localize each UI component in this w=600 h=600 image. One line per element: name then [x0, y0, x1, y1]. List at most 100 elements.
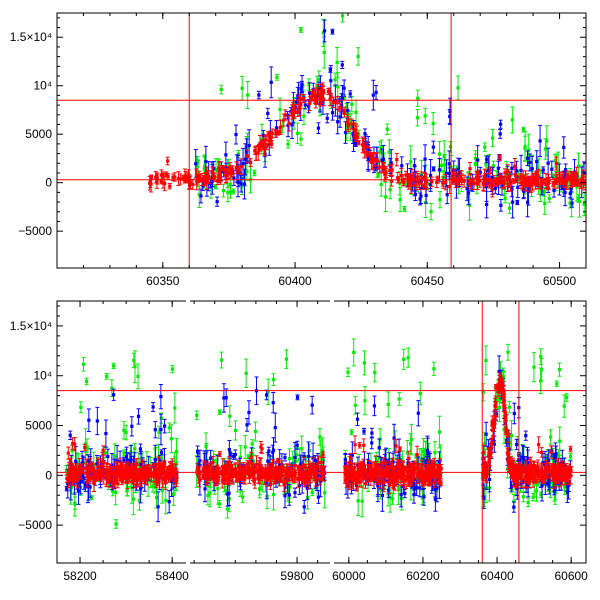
x-tick-label: 60400 — [278, 274, 312, 288]
data-point — [404, 170, 409, 180]
data-point — [356, 140, 361, 146]
data-point — [475, 172, 480, 183]
data-point — [95, 406, 100, 436]
data-point — [68, 457, 73, 465]
data-point — [468, 172, 473, 190]
data-point — [129, 466, 134, 483]
data-point — [410, 467, 415, 480]
data-point — [554, 380, 559, 388]
data-point — [561, 136, 566, 159]
x-tick-label: 58400 — [155, 569, 189, 583]
data-point — [371, 79, 376, 111]
data-point — [364, 468, 369, 479]
data-point — [501, 367, 506, 376]
data-point — [431, 361, 436, 376]
data-point — [104, 373, 109, 380]
data-point — [112, 478, 117, 488]
data-point — [84, 377, 89, 386]
data-point — [166, 173, 171, 180]
data-point — [91, 466, 96, 473]
data-point — [162, 175, 167, 192]
data-point — [317, 473, 322, 486]
data-point — [491, 174, 496, 187]
data-point — [277, 472, 282, 480]
data-point — [482, 142, 487, 152]
data-point — [581, 169, 586, 185]
data-point — [421, 183, 426, 190]
data-point — [157, 466, 162, 476]
data-point — [260, 466, 265, 477]
data-point — [397, 392, 402, 406]
data-point — [526, 497, 531, 508]
data-point — [440, 179, 445, 187]
data-point — [387, 165, 392, 176]
data-point — [215, 196, 220, 207]
data-point — [570, 198, 575, 208]
y-tick-label: 1.5×10⁴ — [10, 319, 52, 333]
data-point — [245, 81, 250, 110]
data-point — [437, 415, 442, 449]
data-point — [263, 134, 268, 146]
data-point — [481, 178, 486, 192]
data-point — [156, 491, 161, 523]
data-point — [286, 139, 291, 149]
data-point — [546, 173, 551, 190]
x-tick-label: 60000 — [332, 569, 366, 583]
data-point — [206, 467, 211, 479]
data-point — [401, 348, 406, 370]
x-tick-label: 60350 — [146, 274, 180, 288]
axis-break-top — [330, 299, 334, 302]
data-point — [312, 473, 317, 482]
data-point — [538, 348, 543, 366]
data-point — [380, 162, 385, 174]
data-point — [500, 378, 505, 385]
data-point — [227, 405, 232, 428]
y-tick-label: −5000 — [18, 518, 52, 532]
data-point — [498, 119, 503, 129]
data-point — [431, 166, 436, 172]
data-point — [268, 131, 273, 147]
data-point — [271, 466, 276, 480]
y-tick-label: 5000 — [25, 127, 52, 141]
data-point — [233, 124, 238, 145]
bottom-plot-area — [64, 273, 574, 529]
data-point — [490, 420, 495, 430]
data-point — [158, 413, 163, 446]
data-point — [244, 138, 249, 164]
data-point — [284, 349, 289, 369]
data-point — [362, 145, 367, 159]
data-point — [415, 445, 420, 464]
data-point — [335, 95, 340, 110]
data-point — [416, 463, 421, 479]
data-point — [429, 202, 434, 221]
data-point — [538, 367, 543, 395]
data-point — [511, 501, 516, 513]
data-point — [233, 449, 238, 460]
data-point — [413, 179, 418, 191]
data-point — [501, 384, 506, 403]
data-point — [503, 428, 508, 435]
data-point — [284, 470, 289, 476]
data-point — [462, 174, 467, 188]
data-point — [162, 463, 167, 469]
data-point — [253, 421, 258, 442]
data-point — [298, 99, 303, 110]
data-point — [159, 169, 164, 181]
data-point — [362, 350, 367, 376]
data-point — [531, 473, 536, 484]
cluster-3 — [480, 273, 574, 513]
data-point — [124, 424, 129, 441]
data-point — [346, 119, 351, 133]
data-point — [129, 416, 134, 437]
data-point — [195, 445, 200, 458]
data-point — [229, 165, 234, 179]
data-point — [240, 75, 245, 101]
data-point — [170, 364, 175, 374]
data-point — [349, 429, 354, 436]
top-panel: 60350 60400 60450 60500 −5000 0 5000 10⁴ 1.5×10⁴ — [10, 12, 587, 288]
data-point — [497, 273, 501, 282]
data-point — [564, 393, 569, 402]
data-point — [107, 465, 112, 482]
data-point — [361, 438, 366, 453]
y-tick-label: 5000 — [25, 419, 52, 433]
